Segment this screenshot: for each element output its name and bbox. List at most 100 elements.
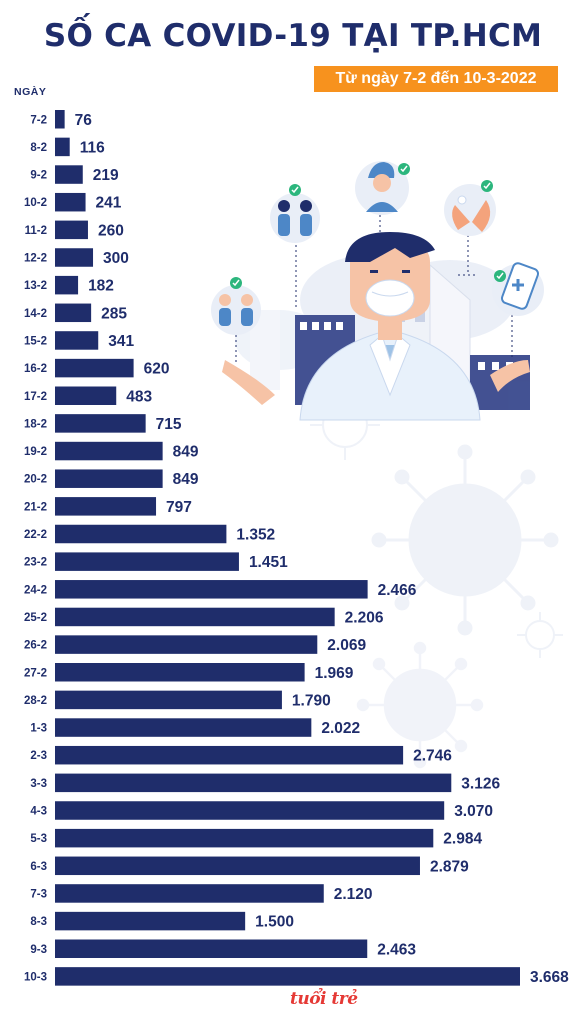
bar — [55, 773, 452, 793]
category-label: 17-2 — [24, 391, 47, 403]
value-label: 241 — [96, 195, 122, 212]
value-label: 1.969 — [315, 665, 354, 682]
value-label: 2.984 — [443, 831, 482, 848]
bar — [55, 441, 163, 461]
value-label: 1.451 — [249, 554, 288, 571]
category-label: 23-2 — [24, 557, 47, 569]
chart-title: SỐ CA COVID-19 TẠI TP.HCM — [43, 18, 543, 54]
nurse-icon — [355, 161, 410, 215]
tuoi-tre-logo: tuổi trẻ — [290, 989, 358, 1009]
value-label: 2.120 — [334, 886, 373, 903]
value-label: 1.352 — [236, 527, 275, 544]
category-label: 9-2 — [30, 170, 47, 182]
bar — [55, 801, 445, 820]
category-label: 21-2 — [24, 501, 47, 513]
handwashing-icon — [444, 180, 496, 236]
virus-icon — [371, 444, 559, 636]
category-label: 16-2 — [24, 363, 47, 375]
category-label: 10-3 — [24, 971, 47, 983]
value-label: 300 — [103, 250, 129, 267]
bar — [55, 220, 88, 240]
value-label: 1.500 — [255, 914, 294, 931]
value-label: 2.746 — [413, 748, 452, 765]
category-label: 8-2 — [30, 142, 47, 154]
value-label: 219 — [93, 167, 119, 184]
category-label: 26-2 — [24, 640, 47, 652]
bar — [55, 690, 282, 710]
bar — [55, 552, 239, 571]
value-label: 260 — [98, 222, 124, 239]
bar — [55, 137, 70, 157]
value-label: 3.126 — [461, 775, 500, 792]
value-label: 2.463 — [377, 941, 416, 958]
bar — [55, 414, 146, 433]
bar — [55, 663, 305, 682]
bar — [55, 110, 65, 129]
bar — [55, 165, 83, 184]
value-label: 285 — [101, 305, 127, 322]
bar — [55, 275, 79, 295]
value-label: 2.022 — [321, 720, 360, 737]
category-label: 10-2 — [24, 197, 47, 209]
value-label: 849 — [173, 444, 199, 461]
bar — [55, 580, 368, 599]
value-label: 2.069 — [327, 637, 366, 654]
value-label: 116 — [80, 139, 105, 156]
value-label: 3.668 — [530, 969, 569, 986]
bar — [55, 497, 157, 516]
category-label: 2-3 — [30, 750, 47, 762]
category-label: 7-3 — [30, 888, 47, 900]
category-label: 24-2 — [24, 584, 47, 596]
value-label: 849 — [173, 471, 199, 488]
bar — [55, 607, 335, 627]
category-label: 22-2 — [24, 529, 47, 541]
value-label: 797 — [166, 499, 192, 516]
category-label: 1-3 — [30, 723, 47, 735]
category-label: 9-3 — [30, 944, 47, 956]
value-label: 182 — [88, 278, 114, 295]
value-label: 2.879 — [430, 858, 469, 875]
people-mask-icon — [270, 184, 320, 243]
bar — [55, 331, 99, 350]
category-label: 15-2 — [24, 335, 47, 347]
category-label: 3-3 — [30, 778, 47, 790]
bar — [55, 469, 163, 488]
category-axis-label: NGÀY — [14, 86, 47, 98]
bar — [55, 386, 117, 405]
virus-icon — [356, 641, 484, 769]
bar — [55, 745, 404, 765]
category-label: 13-2 — [24, 280, 47, 292]
bar — [55, 248, 94, 267]
date-range-badge: Từ ngày 7-2 đến 10-3-2022 — [314, 66, 558, 92]
bar — [55, 718, 312, 737]
value-label: 483 — [126, 388, 152, 405]
bar — [55, 967, 520, 986]
bar — [55, 856, 420, 876]
value-label: 620 — [144, 361, 170, 378]
bar — [55, 358, 134, 378]
value-label: 341 — [108, 333, 134, 350]
bar — [55, 828, 434, 848]
value-label: 3.070 — [454, 803, 493, 820]
bar — [55, 884, 324, 903]
category-label: 5-3 — [30, 833, 47, 845]
bar — [55, 939, 368, 958]
bar — [55, 635, 318, 654]
bar — [55, 192, 86, 212]
category-label: 4-3 — [30, 806, 47, 818]
category-label: 25-2 — [24, 612, 47, 624]
category-label: 8-3 — [30, 916, 47, 928]
category-label: 11-2 — [25, 225, 47, 237]
doctor-figure — [222, 232, 530, 421]
category-label: 20-2 — [24, 474, 47, 486]
value-label: 2.466 — [378, 582, 417, 599]
bar — [55, 303, 92, 323]
value-label: 715 — [156, 416, 182, 433]
bar — [55, 911, 246, 931]
value-label: 76 — [75, 112, 93, 129]
couple-mask-icon — [211, 277, 261, 335]
category-label: 27-2 — [24, 667, 47, 679]
category-label: 14-2 — [24, 308, 47, 320]
